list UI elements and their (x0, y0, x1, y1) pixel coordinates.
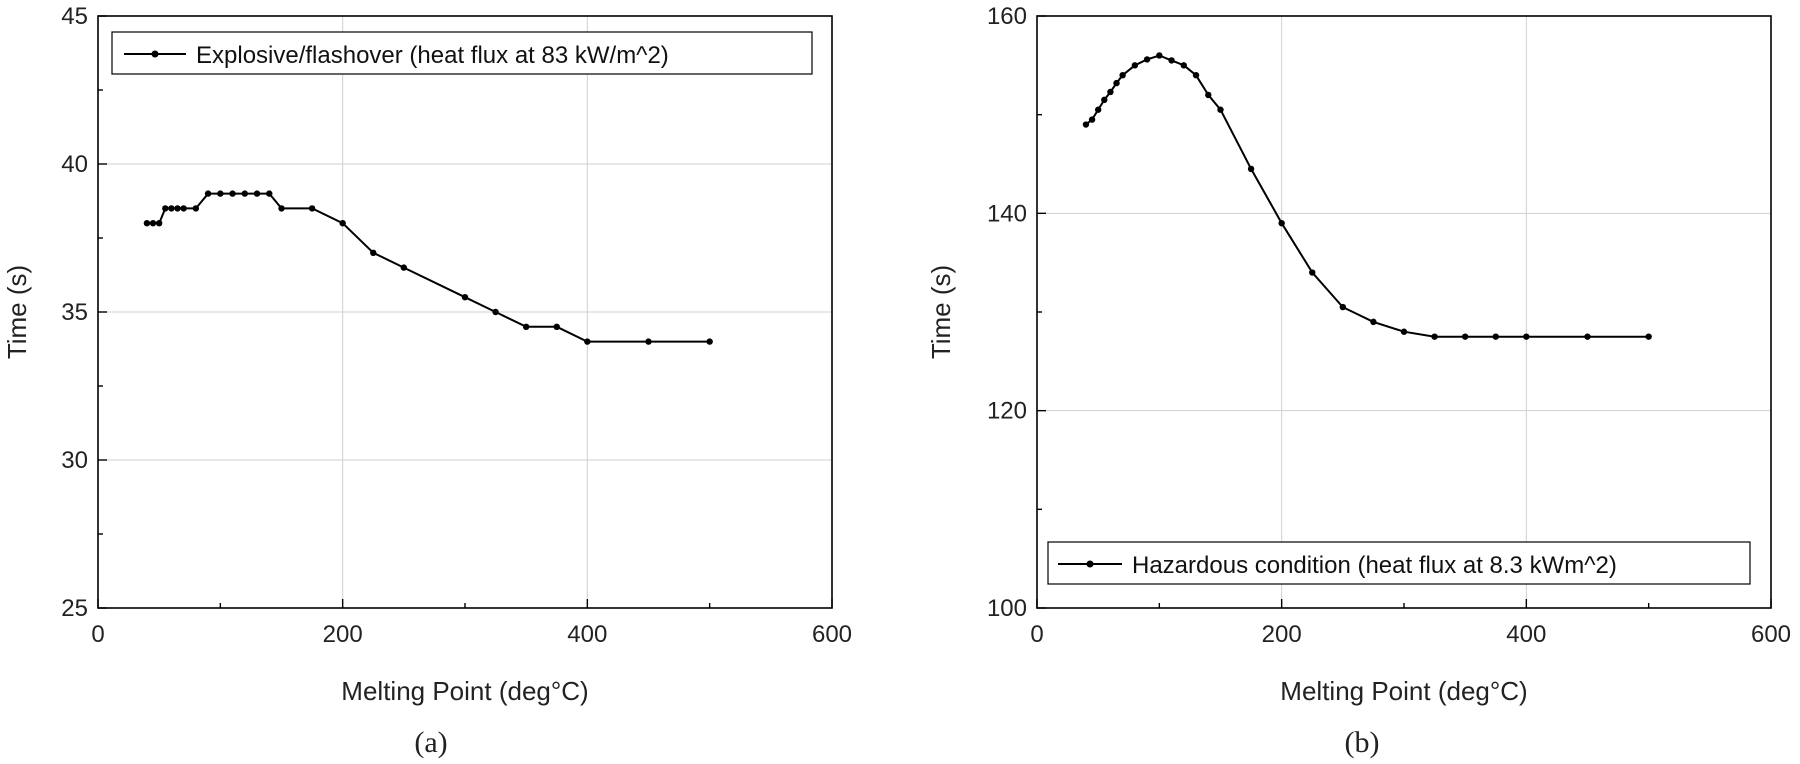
panel-a-data-point (192, 205, 200, 212)
panel-b-data-point (1101, 96, 1108, 104)
panel-b-x-tick-label: 0 (1030, 621, 1043, 648)
panel-b-data-point (1523, 333, 1530, 340)
panel-b-ylabel: Time (s) (926, 265, 956, 359)
panel-a-data-point (174, 205, 181, 212)
panel-b-data-point (1082, 121, 1090, 128)
panel-a-grid (98, 16, 832, 608)
panel-a-data-point (217, 190, 224, 197)
panel-a-x-tick-label: 400 (567, 621, 607, 648)
panel-b-x-tick-label: 400 (1506, 621, 1546, 648)
panel-b-data-point (1431, 333, 1438, 340)
panel-b-data-point (1180, 62, 1188, 69)
panel-a-legend-marker (151, 50, 159, 58)
panel-b-data-point (1217, 106, 1224, 113)
panel-b-data-point (1094, 106, 1102, 113)
panel-b-caption: (b) (1345, 726, 1380, 759)
panel-b-data-point (1309, 269, 1316, 276)
panel-b-data-point (1339, 303, 1347, 311)
panel-a-data-point (266, 190, 273, 197)
panel-a-data-point (308, 205, 316, 212)
panel-b-series-line (1085, 54, 1649, 338)
panel-b-legend: Hazardous condition (heat flux at 8.3 kW… (1047, 541, 1751, 585)
panel-a-data-point (278, 205, 285, 212)
panel-a-data-point (204, 190, 212, 197)
panel-a-xlabel: Melting Point (deg°C) (341, 676, 588, 706)
panel-a-data-point (584, 338, 591, 345)
panel-a-data-point (706, 338, 713, 345)
panel-a-caption: (a) (414, 726, 447, 759)
panel-b-y-tick-label: 160 (987, 3, 1027, 30)
panel-b-data-point (1143, 56, 1151, 63)
panel-b-data-point (1088, 116, 1096, 123)
panel-a-x-tick-label: 0 (91, 621, 104, 648)
panel-b-x-tick-label: 600 (1751, 621, 1791, 648)
panel-b-data-point (1247, 165, 1255, 173)
panel-a-data-point (522, 323, 530, 330)
panel-a-data-point (229, 190, 236, 197)
panel-b-data-point (1119, 72, 1126, 79)
panel-a-y-tick-label: 45 (61, 3, 88, 30)
panel-b-data-point (1370, 318, 1377, 326)
panel-b-xlabel: Melting Point (deg°C) (1280, 676, 1527, 706)
panel-b-data-point (1107, 88, 1114, 96)
panel-b-data-point (1192, 72, 1200, 79)
panel-b-data-point (1168, 57, 1175, 64)
panel-a-data-point (241, 190, 248, 197)
panel-a-y-tick-label: 40 (61, 151, 88, 178)
panel-a-y-tick-label: 30 (61, 447, 88, 474)
panel-b-y-tick-label: 100 (987, 595, 1027, 622)
panel-a-series-line (146, 192, 710, 343)
panel-a-series (143, 190, 713, 345)
panel-a-legend: Explosive/flashover (heat flux at 83 kW/… (111, 31, 813, 75)
panel-b-data-point (1645, 333, 1652, 340)
panel-a-y-tick-label: 35 (61, 299, 88, 326)
panel-b: 0 200 400 600 100 120 140 160 Hazardous conditi… (926, 3, 1791, 759)
panel-b-plot-frame (1036, 15, 1772, 609)
panel-a-data-point (370, 249, 377, 256)
panel-b-data-point (1278, 220, 1285, 227)
panel-b-data-point (1131, 62, 1139, 69)
panel-b-y-tick-label: 140 (987, 200, 1027, 227)
panel-a-data-point (553, 323, 560, 330)
panel-a-x-tick-label: 600 (812, 621, 852, 648)
panel-a-data-point (149, 220, 157, 227)
panel-a: 0 200 400 600 25 30 35 40 45 Explosive/flashover… (2, 3, 852, 759)
panel-b-ticks: 0 200 400 600 100 120 140 160 (987, 3, 1791, 648)
panel-b-data-point (1205, 91, 1212, 99)
panel-b-data-point (1584, 333, 1591, 340)
panel-a-ticks: 0 200 400 600 25 30 35 40 45 (61, 3, 852, 648)
panel-a-data-point (492, 308, 499, 316)
panel-a-data-point (168, 205, 175, 212)
panel-b-data-point (1156, 52, 1163, 59)
panel-b-data-point (1113, 79, 1120, 87)
panel-a-data-point (461, 294, 469, 301)
panel-a-legend-label: Explosive/flashover (heat flux at 83 kW/… (196, 42, 669, 69)
panel-a-data-point (253, 190, 261, 197)
panel-b-y-tick-label: 120 (987, 398, 1027, 425)
panel-a-data-point (143, 220, 151, 227)
panel-a-x-tick-label: 200 (323, 621, 363, 648)
panel-b-legend-label: Hazardous condition (heat flux at 8.3 kW… (1132, 552, 1617, 579)
panel-a-data-point (339, 220, 346, 227)
panel-b-legend-box (1047, 541, 1751, 585)
panel-a-legend-box (111, 31, 813, 75)
panel-b-data-point (1461, 333, 1469, 340)
panel-a-data-point (645, 338, 652, 345)
panel-a-data-point (400, 264, 408, 271)
panel-a-data-point (180, 205, 187, 212)
panel-a-data-point (162, 205, 169, 212)
panel-b-data-point (1400, 328, 1408, 335)
panel-b-grid (1037, 16, 1771, 608)
panel-a-y-tick-label: 25 (61, 595, 88, 622)
panel-a-ylabel: Time (s) (2, 265, 32, 359)
panel-b-x-tick-label: 200 (1262, 621, 1302, 648)
panel-b-series (1082, 52, 1652, 340)
panel-b-data-point (1492, 333, 1499, 340)
panel-a-data-point (155, 220, 163, 227)
panel-b-legend-marker (1086, 560, 1094, 568)
